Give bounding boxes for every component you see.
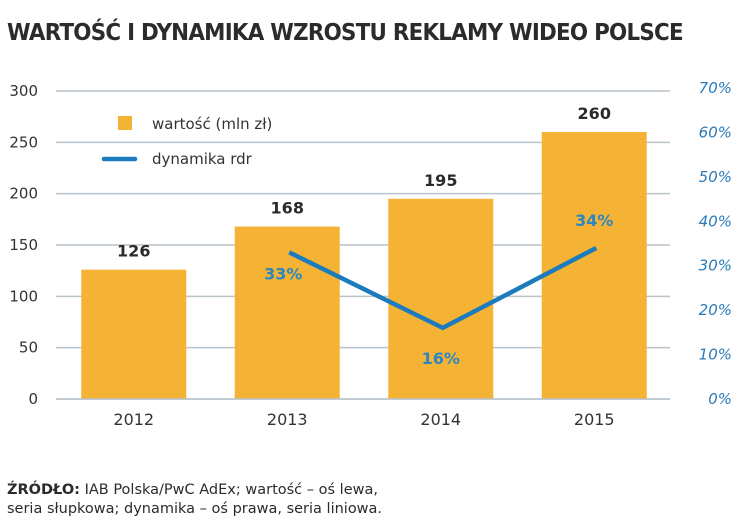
left-axis-tick: 0 <box>28 390 38 408</box>
bar-2012 <box>81 269 187 399</box>
x-axis-label: 2014 <box>420 410 461 429</box>
line-series: 33% 16% 34% <box>264 211 613 368</box>
source-note: ŹRÓDŁO: IAB Polska/PwC AdEx; wartość – o… <box>7 481 382 519</box>
right-axis-tick: 60% <box>699 123 732 141</box>
x-axis-label: 2012 <box>113 410 154 429</box>
bar-2015 <box>541 132 647 400</box>
right-axis-tick: 0% <box>708 390 732 408</box>
x-axis: 2012 2013 2014 2015 <box>113 410 614 429</box>
left-axis-tick: 200 <box>9 185 38 203</box>
right-axis-tick: 20% <box>699 301 732 319</box>
legend-bar-swatch <box>118 116 132 130</box>
bar-value-label: 168 <box>271 199 304 218</box>
bar-value-label: 195 <box>424 171 457 190</box>
chart: 0 50 100 150 200 250 300 0% 10% 20% 30% 40% 50% 60% 7… <box>9 79 732 429</box>
left-axis-tick: 150 <box>9 236 38 254</box>
x-axis-label: 2013 <box>267 410 308 429</box>
bar-series: 126 168 195 260 <box>56 104 670 400</box>
line-value-label: 34% <box>575 211 613 230</box>
dynamika-line <box>288 245 598 331</box>
x-axis-label: 2015 <box>574 410 615 429</box>
left-axis-tick: 100 <box>9 287 38 305</box>
line-value-label: 16% <box>422 349 460 368</box>
left-axis-tick: 50 <box>19 339 38 357</box>
source-label: ŹRÓDŁO: <box>7 482 80 498</box>
right-axis-tick: 70% <box>699 79 732 97</box>
right-axis-tick: 50% <box>699 168 732 186</box>
left-axis-tick: 300 <box>9 82 38 100</box>
left-axis: 0 50 100 150 200 250 300 <box>9 82 38 408</box>
source-text-line1: IAB Polska/PwC AdEx; wartość – oś lewa, <box>84 482 378 498</box>
bar-value-label: 126 <box>117 242 150 261</box>
legend-bar-label: wartość (mln zł) <box>152 115 272 133</box>
chart-title: WARTOŚĆ I DYNAMIKA WZROSTU REKLAMY WIDEO… <box>7 20 684 46</box>
left-axis-tick: 250 <box>9 133 38 151</box>
right-axis-tick: 40% <box>699 212 732 230</box>
right-axis-tick: 10% <box>699 346 732 364</box>
bar-value-label: 260 <box>578 104 611 123</box>
bar-2013 <box>234 226 340 399</box>
bar-2014 <box>388 198 494 399</box>
right-axis: 0% 10% 20% 30% 40% 50% 60% 70% <box>699 79 732 408</box>
line-value-label: 33% <box>264 264 302 283</box>
legend-line-label: dynamika rdr <box>152 150 253 168</box>
right-axis-tick: 30% <box>699 257 732 275</box>
source-text-line2: seria słupkowa; dynamika – oś prawa, ser… <box>7 501 383 517</box>
legend: wartość (mln zł) dynamika rdr <box>101 115 272 168</box>
